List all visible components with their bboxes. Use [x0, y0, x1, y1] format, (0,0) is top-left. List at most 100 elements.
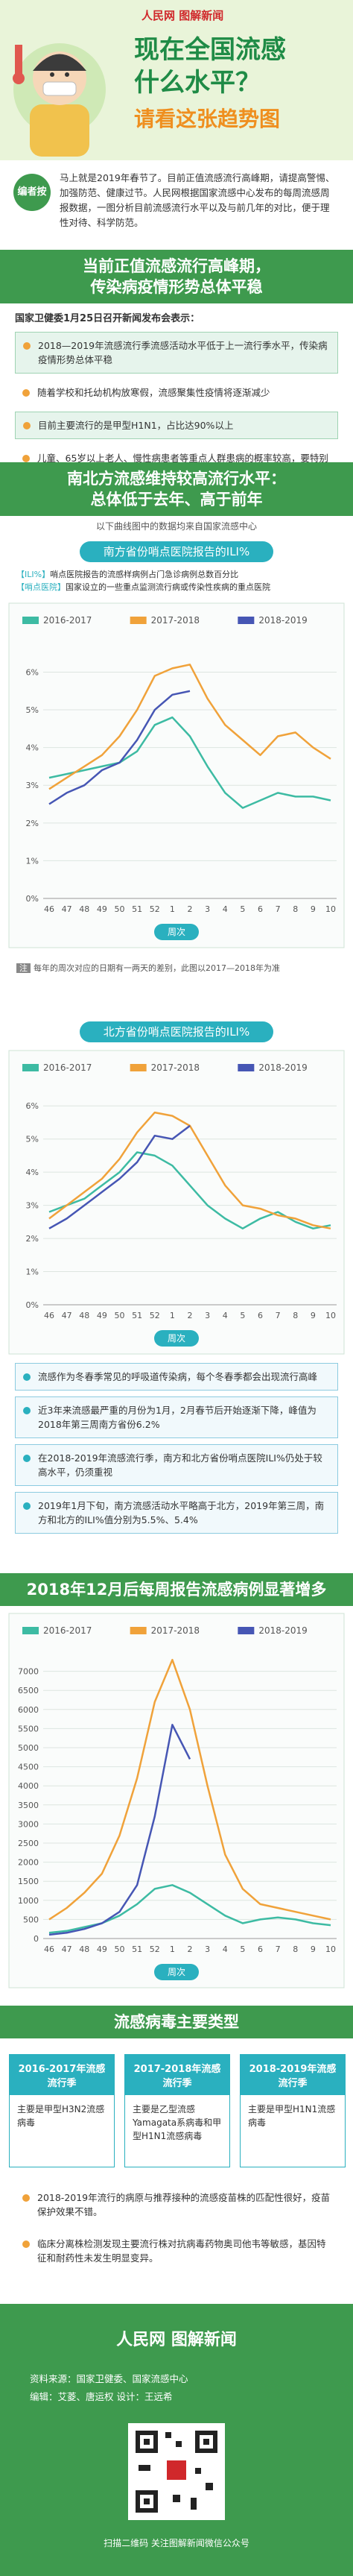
type-virus: 主要是甲型H3N2流感病毒	[17, 2104, 105, 2128]
legend-label: 2017-2018	[151, 1062, 200, 1073]
series-line	[48, 690, 191, 805]
x-axis-label: 周次	[168, 1967, 185, 1977]
header-art	[13, 43, 106, 157]
chart: 2016-2017 2017-2018 2018-2019 0 500 1000 1500 2…	[8, 1613, 345, 1988]
x-tick-label: 52	[150, 1311, 160, 1320]
logo: 人民网 图解新闻	[141, 9, 224, 22]
x-label-pill	[154, 924, 199, 940]
y-tick-label: 2000	[18, 1858, 39, 1868]
chart-frame	[8, 1050, 345, 1355]
y-tick-label: 1%	[26, 856, 39, 866]
editor-text: 马上就是2019年春节了。目前正值流感流行高峰期，请提高警惕、加强防范、健康过节…	[60, 172, 335, 228]
x-tick-label: 5	[240, 1311, 245, 1320]
definition: 【哨点医院】国家设立的一些重点监测流行病或传染性疾病的重点医院	[16, 581, 337, 593]
bullet: 临床分离株检测发现主要流行株对抗病毒药物奥司他韦等敏感，基因特征和耐药性未发生明…	[15, 2231, 338, 2271]
footer-source: 资料来源：国家卫健委、国家流感中心	[30, 2373, 188, 2384]
bullet: 近3年来流感最严重的月份为1月，2月春节后开始逐渐下降，峰值为2018年第三周南…	[15, 1396, 338, 1438]
x-tick-label: 4	[223, 1311, 228, 1320]
y-tick-label: 5500	[18, 1724, 39, 1733]
definition-text: 哨点医院报告的流感样病例占门急诊病例总数百分比	[50, 570, 239, 579]
chart-title-wrap: 北方省份哨点医院报告的ILI%	[0, 1021, 353, 1042]
x-label-pill	[154, 1964, 199, 1980]
type-season: 2017-2018年流感流行季	[125, 2055, 229, 2095]
editor-badge: 编者按	[13, 174, 51, 211]
y-tick-label: 5%	[26, 705, 39, 715]
bullet: 2019年1月下旬，南方流感活动水平略高于北方，2019年第三周，南方和北方的I…	[15, 1492, 338, 1534]
section-title-line: 当前正值流感流行高峰期，	[83, 257, 270, 275]
legend-label: 2018-2019	[258, 1625, 307, 1636]
chart-title: 北方省份哨点医院报告的ILI%	[80, 1021, 273, 1042]
definitions: 【ILI%】哨点医院报告的流感样病例占门急诊病例总数百分比 【哨点医院】国家设立…	[0, 568, 353, 593]
y-tick-label: 0	[34, 1934, 39, 1944]
chart-frame	[8, 602, 345, 948]
x-tick-label: 47	[62, 1311, 72, 1320]
x-tick-label: 10	[325, 904, 336, 914]
y-tick-label: 6500	[18, 1686, 39, 1695]
y-tick-label: 2%	[26, 1234, 39, 1244]
legend-swatch	[130, 1627, 147, 1634]
x-tick-label: 3	[205, 1944, 210, 1954]
x-tick-label: 48	[79, 1944, 89, 1954]
x-tick-label: 8	[293, 904, 298, 914]
type-card: 2018-2019年流感流行季 主要是甲型H1N1流感病毒	[240, 2054, 346, 2167]
x-tick-label: 10	[325, 1944, 336, 1954]
x-tick-label: 4	[223, 904, 228, 914]
qr-code	[128, 2423, 225, 2520]
footer-credits: 编辑：艾菱、唐运权 设计：王远希	[30, 2391, 173, 2402]
x-tick-label: 7	[276, 1944, 281, 1954]
legend-swatch	[22, 1064, 39, 1071]
type-card: 2017-2018年流感流行季 主要是乙型流感Yamagata系病毒和甲型H1N…	[124, 2054, 230, 2167]
section-title-line: 传染病疫情形势总体平稳	[90, 278, 263, 296]
x-tick-label: 50	[115, 1944, 125, 1954]
series-line	[48, 1151, 331, 1229]
y-tick-label: 500	[23, 1915, 39, 1924]
type-season: 2016-2017年流感流行季	[10, 2055, 114, 2095]
title-line: 请看这张趋势图	[134, 107, 281, 131]
legend-swatch	[22, 1627, 39, 1634]
x-tick-label: 49	[97, 1311, 107, 1320]
y-tick-label: 7000	[18, 1667, 39, 1677]
source-note: 以下曲线图中的数据均来自国家流感中心	[95, 521, 257, 532]
section-title: 流感病毒主要类型	[0, 2006, 353, 2038]
section-title-bar: 流感病毒主要类型	[0, 2006, 353, 2038]
section1-body: 国家卫健委1月25日召开新闻发布会表示： 2018—2019年流感流行季流感活动…	[0, 306, 353, 478]
bullet: 流感作为冬春季常见的呼吸道传染病，每个冬春季都会出现流行高峰	[15, 1363, 338, 1391]
x-tick-label: 49	[97, 1944, 107, 1954]
x-tick-label: 6	[258, 904, 263, 914]
type-virus: 主要是乙型流感Yamagata系病毒和甲型H1N1流感病毒	[133, 2104, 222, 2141]
x-tick-label: 50	[115, 1311, 125, 1320]
section4-bullets: 2018-2019年流行的病原与推荐接种的流感疫苗株的匹配性很好，疫苗保护效果不…	[0, 2185, 353, 2277]
legend-swatch	[130, 617, 147, 624]
x-tick-label: 2	[188, 1944, 193, 1954]
series-line	[48, 1724, 191, 1936]
x-tick-label: 48	[79, 904, 89, 914]
x-tick-label: 51	[132, 904, 142, 914]
y-tick-label: 3500	[18, 1801, 39, 1810]
x-tick-label: 2	[188, 1311, 193, 1320]
y-tick-label: 4500	[18, 1763, 39, 1772]
x-tick-label: 52	[150, 1944, 160, 1954]
series-line	[48, 716, 331, 809]
y-tick-label: 5%	[26, 1135, 39, 1144]
type-season: 2018-2019年流感流行季	[241, 2055, 345, 2095]
bullet: 目前主要流行的是甲型H1N1，占比达90%以上	[15, 412, 338, 439]
bullet: 2018—2019年流感流行季流感活动水平低于上一流行季水平，传染病疫情形势总体…	[15, 332, 338, 374]
x-tick-label: 6	[258, 1311, 263, 1320]
section-title-line: 总体低于去年、高于前年	[90, 491, 263, 508]
x-tick-label: 46	[44, 904, 54, 914]
legend-label: 2016-2017	[43, 1625, 92, 1636]
title-line: 现在全国流感	[134, 35, 286, 65]
x-axis-label: 周次	[168, 1333, 185, 1344]
bullet: 2018-2019年流行的病原与推荐接种的流感疫苗株的匹配性很好，疫苗保护效果不…	[15, 2185, 338, 2225]
header: 人民网 图解新闻 现在全国流感 什么水平？ 请看这张趋势图	[0, 0, 353, 160]
legend-label: 2016-2017	[43, 1062, 92, 1073]
section-title-line: 南北方流感维持较高流行水平：	[67, 470, 286, 488]
legend-swatch	[130, 1064, 147, 1071]
x-tick-label: 4	[223, 1944, 228, 1954]
section-title-bar: 2018年12月后每周报告流感病例显著增多	[0, 1573, 353, 1606]
legend-label: 2018-2019	[258, 1062, 307, 1073]
y-tick-label: 2%	[26, 819, 39, 828]
x-tick-label: 47	[62, 904, 72, 914]
definition: 【ILI%】哨点医院报告的流感样病例占门急诊病例总数百分比	[16, 568, 337, 581]
